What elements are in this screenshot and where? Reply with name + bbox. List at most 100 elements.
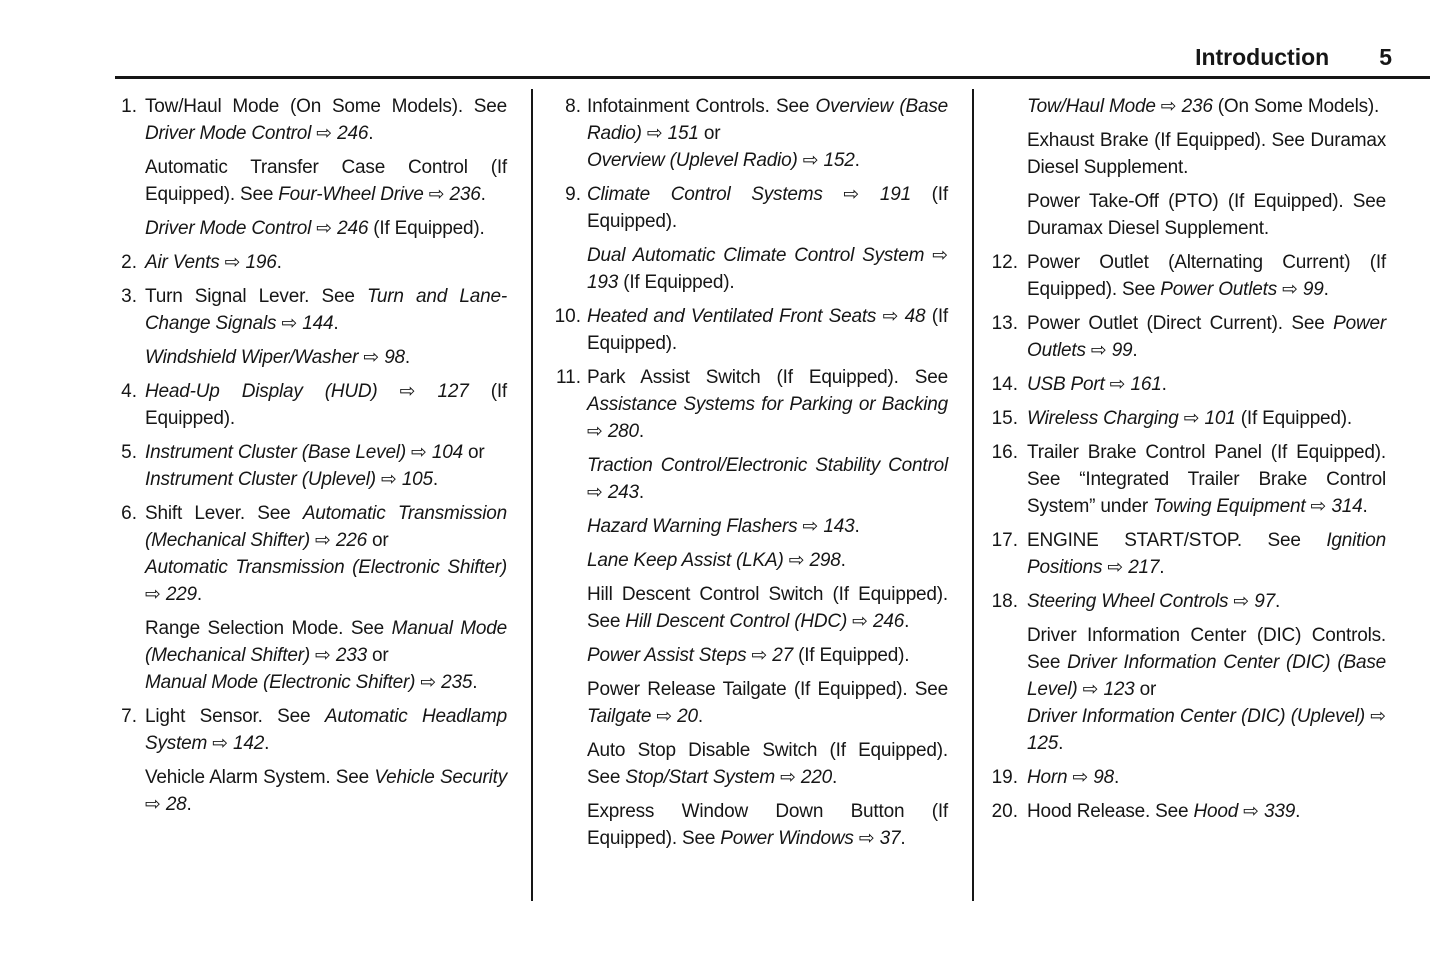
text-run: . bbox=[472, 672, 478, 693]
cross-reference: Assistance Systems for Parking or Backin… bbox=[587, 394, 948, 415]
text-run: . bbox=[276, 252, 282, 273]
cross-reference: Power Outlets bbox=[1027, 313, 1386, 361]
cross-reference: Overview (Uplevel Radio) bbox=[587, 150, 798, 171]
page-ref-arrow-icon: ⇨ bbox=[309, 530, 336, 551]
list-column: 8. Infotainment Controls. See Overview (B… bbox=[533, 89, 972, 901]
page-ref-arrow-icon: ⇨ bbox=[1228, 591, 1255, 612]
item-number bbox=[986, 93, 1027, 249]
text-run: Range Selection Mode. See bbox=[145, 618, 392, 639]
item-body: Park Assist Switch (If Equipped). See As… bbox=[587, 364, 948, 859]
text-run: . bbox=[333, 313, 339, 334]
cross-reference: Power Outlets bbox=[1160, 279, 1278, 300]
item-paragraph: Trailer Brake Control Panel (If Equipped… bbox=[1027, 439, 1386, 520]
text-run: Trailer Brake Control Panel (If Equipped… bbox=[1027, 442, 1386, 517]
item-paragraph: Traction Control/Electronic Stability Co… bbox=[587, 452, 948, 506]
item-number: 14. bbox=[991, 374, 1018, 395]
item-paragraph: Steering Wheel Controls ⇨ 97. bbox=[1027, 588, 1386, 615]
item-number: 6. bbox=[121, 503, 137, 524]
list-item: 1. Tow/Haul Mode (On Some Models). See Dr… bbox=[118, 93, 507, 249]
page-ref-arrow-icon: ⇨ bbox=[219, 252, 246, 273]
text-run: (If Equipped). bbox=[368, 218, 485, 239]
item-paragraph: Power Release Tailgate (If Equipped). Se… bbox=[587, 676, 948, 730]
item-number: 18. bbox=[991, 591, 1018, 612]
item-paragraph: Power Outlet (Alternating Current) (If E… bbox=[1027, 249, 1386, 303]
text-run: or bbox=[698, 123, 721, 144]
item-body: Shift Lever. See Automatic Transmission … bbox=[145, 500, 507, 703]
list-item: 11. Park Assist Switch (If Equipped). See… bbox=[553, 364, 948, 859]
cross-reference: 27 bbox=[772, 645, 793, 666]
item-paragraph: Climate Control Systems ⇨ 191 (If Equipp… bbox=[587, 181, 948, 235]
cross-reference: Driver Information Center (DIC) (Base Le… bbox=[1027, 652, 1386, 700]
item-body: Wireless Charging ⇨ 101 (If Equipped). bbox=[1027, 405, 1386, 439]
cross-reference: Automatic Transmission (Electronic Shift… bbox=[145, 557, 507, 578]
page-ref-arrow-icon: ⇨ bbox=[423, 184, 450, 205]
page-ref-arrow-icon: ⇨ bbox=[1277, 279, 1303, 300]
cross-reference: 104 bbox=[431, 442, 463, 463]
item-body: Steering Wheel Controls ⇨ 97. Driver Info… bbox=[1027, 588, 1386, 764]
cross-reference: 217 bbox=[1128, 557, 1160, 578]
text-run: (If Equipped). bbox=[1235, 408, 1353, 429]
cross-reference: 191 bbox=[879, 184, 911, 205]
cross-reference: Wireless Charging bbox=[1027, 408, 1179, 429]
item-paragraph: Range Selection Mode. See Manual Mode (M… bbox=[145, 615, 507, 696]
cross-reference: 97 bbox=[1254, 591, 1275, 612]
cross-reference: Four-Wheel Drive bbox=[278, 184, 424, 205]
cross-reference: Traction Control/Electronic Stability Co… bbox=[587, 455, 948, 476]
cross-reference: 193 bbox=[587, 272, 619, 293]
text-run: ENGINE START/STOP. See bbox=[1027, 530, 1327, 551]
text-run: . bbox=[1159, 557, 1165, 578]
cross-reference: Hood bbox=[1193, 801, 1239, 822]
item-paragraph: Shift Lever. See Automatic Transmission … bbox=[145, 500, 507, 608]
text-run: Turn Signal Lever. See bbox=[145, 286, 367, 307]
text-run: . bbox=[1323, 279, 1329, 300]
text-run: . bbox=[1274, 591, 1281, 612]
list-item: 12. Power Outlet (Alternating Current) (I… bbox=[986, 249, 1387, 310]
column-divider bbox=[972, 89, 974, 901]
item-number: 10. bbox=[554, 306, 581, 327]
item-number: 16. bbox=[991, 442, 1018, 463]
item-number: 4. bbox=[121, 381, 137, 402]
page-ref-arrow-icon: ⇨ bbox=[651, 706, 678, 727]
cross-reference: Steering Wheel Controls bbox=[1027, 591, 1229, 612]
text-run: Power Outlet (Direct Current). See bbox=[1027, 313, 1334, 334]
item-number: 9. bbox=[565, 184, 581, 205]
text-run: . bbox=[1295, 801, 1301, 822]
item-paragraph: Hazard Warning Flashers ⇨ 143. bbox=[587, 513, 948, 540]
item-paragraph: USB Port ⇨ 161. bbox=[1027, 371, 1386, 398]
item-paragraph: Turn Signal Lever. See Turn and Lane-Cha… bbox=[145, 283, 507, 337]
item-body: Trailer Brake Control Panel (If Equipped… bbox=[1027, 439, 1386, 527]
page-ref-arrow-icon: ⇨ bbox=[924, 245, 948, 266]
cross-reference: 246 bbox=[337, 218, 369, 239]
page-ref-arrow-icon: ⇨ bbox=[311, 218, 338, 239]
item-body: Power Outlet (Alternating Current) (If E… bbox=[1027, 249, 1386, 310]
cross-reference: Air Vents bbox=[145, 252, 220, 273]
text-run: or bbox=[1134, 679, 1157, 700]
cross-reference: 298 bbox=[809, 550, 841, 571]
item-body: Heated and Ventilated Front Seats ⇨ 48 (… bbox=[587, 303, 948, 364]
cross-reference: Head-Up Display (HUD) bbox=[145, 381, 378, 402]
text-run: or bbox=[366, 530, 389, 551]
cross-reference: 246 bbox=[337, 123, 369, 144]
page-ref-arrow-icon: ⇨ bbox=[358, 347, 385, 368]
item-body: ENGINE START/STOP. See Ignition Position… bbox=[1027, 527, 1386, 588]
item-paragraph: Dual Automatic Climate Control System ⇨ … bbox=[587, 242, 948, 296]
item-number: 19. bbox=[991, 767, 1018, 788]
item-number: 12. bbox=[991, 252, 1018, 273]
item-body: Tow/Haul Mode (On Some Models). See Driv… bbox=[145, 93, 507, 249]
page-ref-arrow-icon: ⇨ bbox=[587, 482, 608, 503]
cross-reference: USB Port bbox=[1027, 374, 1105, 395]
list-item: 8. Infotainment Controls. See Overview (B… bbox=[553, 93, 948, 181]
item-body: Air Vents ⇨ 196. bbox=[145, 249, 507, 283]
cross-reference: Heated and Ventilated Front Seats bbox=[587, 306, 877, 327]
list-item: 10. Heated and Ventilated Front Seats ⇨ 4… bbox=[553, 303, 949, 364]
list-item: 3. Turn Signal Lever. See Turn and Lane-C… bbox=[118, 283, 507, 378]
item-number: 11. bbox=[555, 367, 581, 388]
cross-reference: Turn and Lane-Change Signals bbox=[145, 286, 507, 334]
page-ref-arrow-icon: ⇨ bbox=[1305, 496, 1332, 517]
item-paragraph: Hill Descent Control Switch (If Equipped… bbox=[587, 581, 948, 635]
text-run: . bbox=[697, 706, 703, 727]
text-run: (If Equipped). bbox=[618, 272, 735, 293]
item-body: Infotainment Controls. See Overview (Bas… bbox=[587, 93, 948, 181]
cross-reference: 28 bbox=[165, 794, 187, 815]
text-run: Auto Stop Disable Switch (If Equipped). … bbox=[587, 740, 948, 788]
